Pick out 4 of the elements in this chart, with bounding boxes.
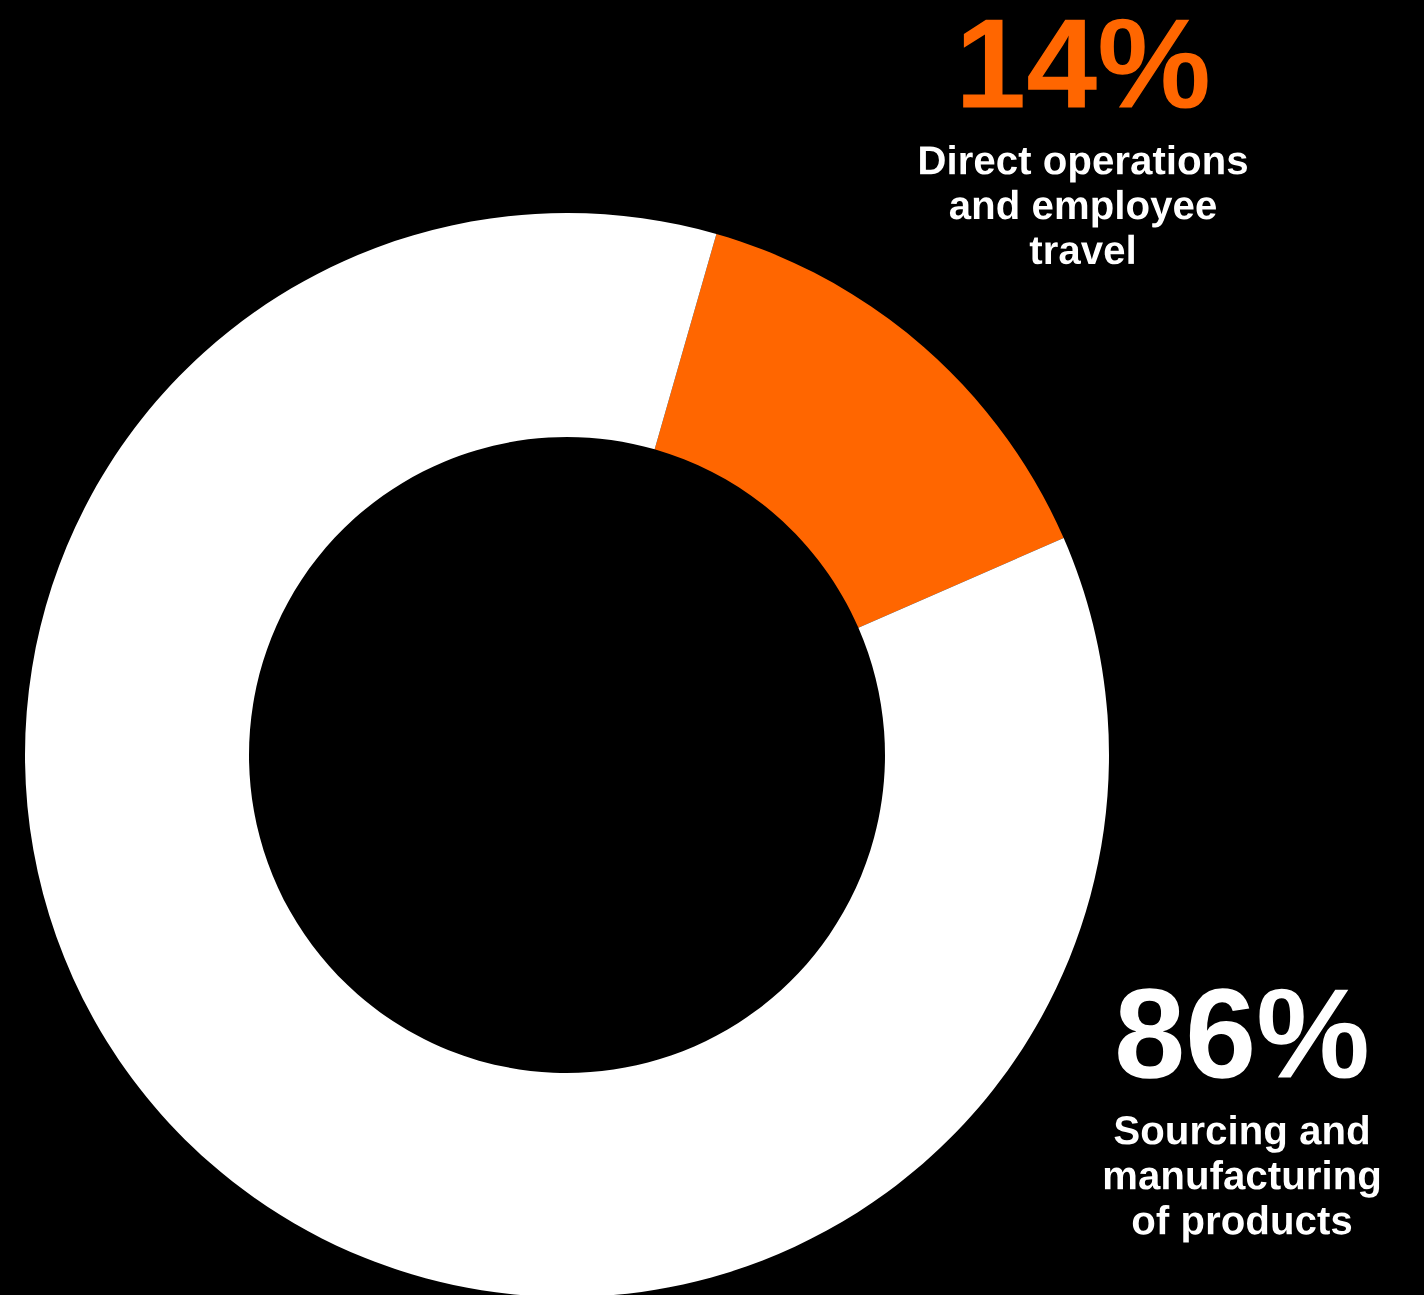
data-label: 86% [1118,988,1367,1079]
slice-label: Direct operations and employee travel [920,145,1247,265]
slice-label: Sourcing and manufacturing of products [1104,1115,1380,1243]
data-label: 14% [963,18,1208,109]
